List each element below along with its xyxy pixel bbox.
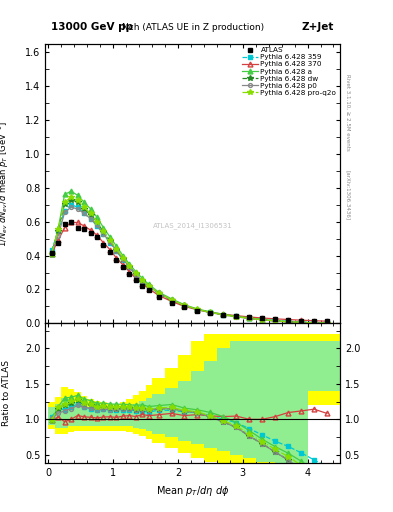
Text: Rivet 3.1.10, ≥ 2.5M events: Rivet 3.1.10, ≥ 2.5M events <box>345 74 350 151</box>
Text: 13000 GeV pp: 13000 GeV pp <box>51 23 133 32</box>
Text: Z+Jet: Z+Jet <box>302 23 334 32</box>
Text: [arXiv:1306.3436]: [arXiv:1306.3436] <box>345 169 350 220</box>
Text: Nch (ATLAS UE in Z production): Nch (ATLAS UE in Z production) <box>121 24 264 32</box>
Legend: ATLAS, Pythia 6.428 359, Pythia 6.428 370, Pythia 6.428 a, Pythia 6.428 dw, Pyth: ATLAS, Pythia 6.428 359, Pythia 6.428 37… <box>241 46 338 97</box>
Text: ATLAS_2014_I1306531: ATLAS_2014_I1306531 <box>153 222 232 229</box>
Y-axis label: Ratio to ATLAS: Ratio to ATLAS <box>2 360 11 426</box>
Y-axis label: $1/N_{ev}$ $dN_{ev}/d$ mean $p_T$ [GeV$^{-1}$]: $1/N_{ev}$ $dN_{ev}/d$ mean $p_T$ [GeV$^… <box>0 120 11 247</box>
X-axis label: Mean $p_T/d\eta\ d\phi$: Mean $p_T/d\eta\ d\phi$ <box>156 484 229 498</box>
